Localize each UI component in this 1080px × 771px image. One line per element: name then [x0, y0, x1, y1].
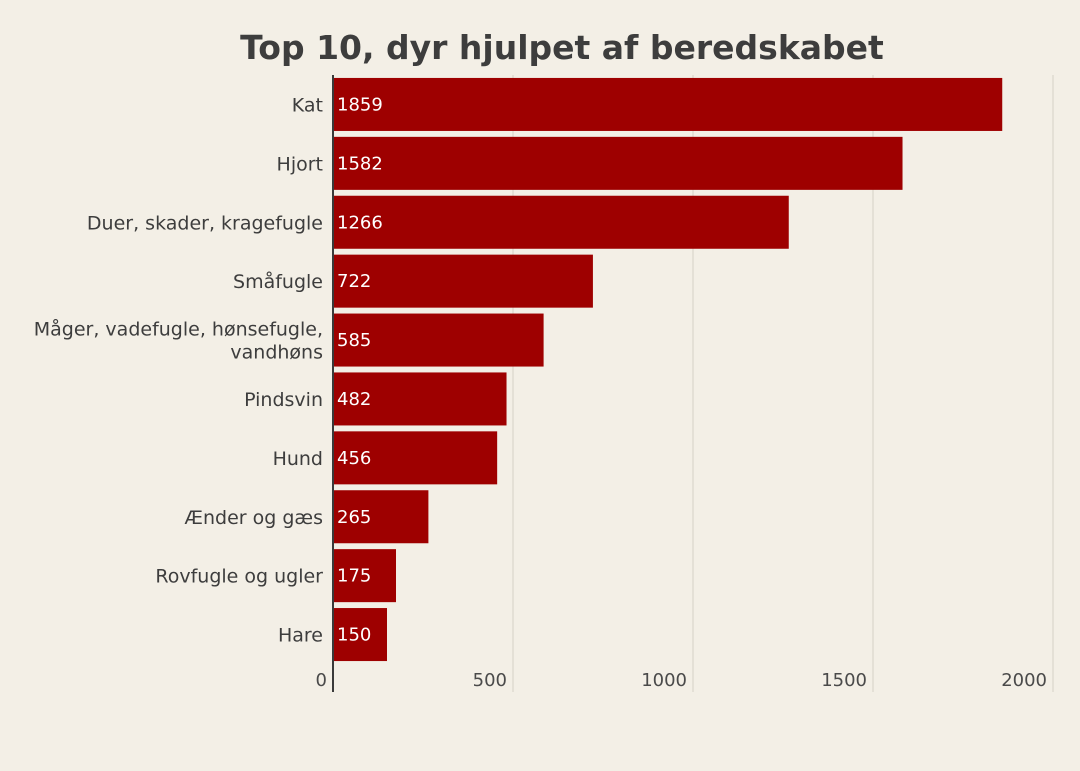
x-tick-label: 2000	[1001, 670, 1047, 691]
value-label: 722	[337, 271, 371, 292]
x-tick-label: 500	[473, 670, 507, 691]
x-tick-label: 1000	[641, 670, 687, 691]
value-label: 1582	[337, 153, 383, 174]
value-label: 456	[337, 448, 371, 469]
category-label: Pindsvin	[244, 389, 323, 411]
value-label: 175	[337, 566, 371, 587]
value-label: 585	[337, 330, 371, 351]
category-label: Rovfugle og ugler	[155, 566, 323, 588]
category-label: Kat	[292, 94, 323, 116]
bar	[333, 372, 507, 426]
value-label: 482	[337, 389, 371, 410]
category-label: Hund	[273, 448, 323, 470]
bar	[333, 136, 903, 190]
category-label: Hare	[278, 625, 323, 647]
category-labels: Kat Hjort Duer, skader, kragefugle Småfugle…	[34, 94, 323, 646]
bars	[333, 77, 1003, 662]
value-label: 1266	[337, 212, 383, 233]
value-labels: 1859 1582 1266 722 585 482 456 265 175 150	[337, 94, 383, 645]
value-label: 150	[337, 625, 371, 646]
x-axis-ticks: 0 500 1000 1500 2000	[316, 670, 1047, 691]
value-label: 1859	[337, 94, 383, 115]
category-label: Ænder og gæs	[185, 507, 324, 529]
bar	[333, 313, 544, 367]
bar	[333, 608, 387, 662]
category-label: Hjort	[277, 153, 323, 175]
x-tick-label: 0	[316, 670, 327, 691]
bar	[333, 77, 1003, 131]
bar	[333, 195, 789, 249]
category-label: vandhøns	[230, 342, 323, 364]
bar	[333, 549, 396, 603]
category-label: Småfugle	[233, 270, 323, 293]
category-label: Måger, vadefugle, hønsefugle,	[34, 318, 323, 341]
x-tick-label: 1500	[821, 670, 867, 691]
value-label: 265	[337, 507, 371, 528]
category-label: Duer, skader, kragefugle	[87, 212, 323, 234]
bar	[333, 490, 429, 544]
bar	[333, 254, 593, 308]
chart-title: Top 10, dyr hjulpet af beredskabet	[240, 28, 884, 67]
bar	[333, 431, 498, 485]
